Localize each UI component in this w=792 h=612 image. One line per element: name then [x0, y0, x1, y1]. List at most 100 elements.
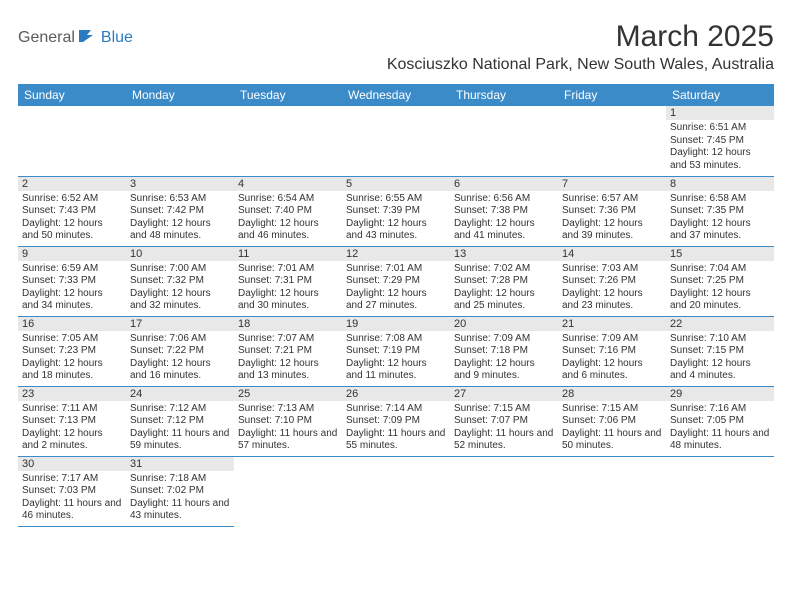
day-detail: Sunrise: 7:06 AMSunset: 7:22 PMDaylight:…: [126, 331, 234, 383]
daylight-text: Daylight: 11 hours and 59 minutes.: [130, 428, 230, 453]
daylight-text: Daylight: 12 hours and 27 minutes.: [346, 288, 446, 313]
calendar-week-row: 2Sunrise: 6:52 AMSunset: 7:43 PMDaylight…: [18, 176, 774, 246]
sunrise-text: Sunrise: 7:00 AM: [130, 263, 230, 276]
sunrise-text: Sunrise: 7:04 AM: [670, 263, 770, 276]
calendar-cell: [126, 106, 234, 176]
sunrise-text: Sunrise: 7:02 AM: [454, 263, 554, 276]
daylight-text: Daylight: 12 hours and 41 minutes.: [454, 218, 554, 243]
sunrise-text: Sunrise: 7:15 AM: [454, 403, 554, 416]
sunrise-text: Sunrise: 7:03 AM: [562, 263, 662, 276]
daylight-text: Daylight: 12 hours and 46 minutes.: [238, 218, 338, 243]
calendar-cell: 16Sunrise: 7:05 AMSunset: 7:23 PMDayligh…: [18, 316, 126, 386]
day-detail: Sunrise: 7:13 AMSunset: 7:10 PMDaylight:…: [234, 401, 342, 453]
calendar-week-row: 1 Sunrise: 6:51 AMSunset: 7:45 PMDaylight…: [18, 106, 774, 176]
daylight-text: Daylight: 11 hours and 55 minutes.: [346, 428, 446, 453]
daylight-text: Daylight: 12 hours and 39 minutes.: [562, 218, 662, 243]
calendar-cell: [450, 456, 558, 526]
daylight-text: Daylight: 11 hours and 46 minutes.: [22, 498, 122, 523]
logo-text-blue: Blue: [101, 29, 133, 47]
sunrise-text: Sunrise: 7:05 AM: [22, 333, 122, 346]
day-number: 22: [666, 317, 774, 331]
calendar-cell: 18Sunrise: 7:07 AMSunset: 7:21 PMDayligh…: [234, 316, 342, 386]
calendar-body: 1Sunrise: 6:51 AMSunset: 7:45 PMDaylight…: [18, 106, 774, 526]
calendar-cell: [450, 106, 558, 176]
calendar-cell: [558, 106, 666, 176]
sunset-text: Sunset: 7:06 PM: [562, 415, 662, 428]
daylight-text: Daylight: 12 hours and 30 minutes.: [238, 288, 338, 313]
sunset-text: Sunset: 7:21 PM: [238, 345, 338, 358]
day-number: 15: [666, 247, 774, 261]
sunrise-text: Sunrise: 7:11 AM: [22, 403, 122, 416]
daylight-text: Daylight: 11 hours and 48 minutes.: [670, 428, 770, 453]
sunrise-text: Sunrise: 7:07 AM: [238, 333, 338, 346]
day-number: 24: [126, 387, 234, 401]
day-number: 23: [18, 387, 126, 401]
day-number: 16: [18, 317, 126, 331]
sunset-text: Sunset: 7:33 PM: [22, 275, 122, 288]
daylight-text: Daylight: 12 hours and 48 minutes.: [130, 218, 230, 243]
day-number: 30: [18, 457, 126, 471]
day-number: 27: [450, 387, 558, 401]
day-number: 2: [18, 177, 126, 191]
sunrise-text: Sunrise: 6:51 AM: [670, 122, 770, 135]
daylight-text: Daylight: 11 hours and 52 minutes.: [454, 428, 554, 453]
day-detail: Sunrise: 7:15 AMSunset: 7:06 PMDaylight:…: [558, 401, 666, 453]
calendar-cell: [18, 106, 126, 176]
calendar-page: General Blue March 2025 Kosciuszko Natio…: [0, 0, 792, 547]
day-number: 1: [666, 106, 774, 120]
sunrise-text: Sunrise: 6:54 AM: [238, 193, 338, 206]
sunset-text: Sunset: 7:02 PM: [130, 485, 230, 498]
sunset-text: Sunset: 7:15 PM: [670, 345, 770, 358]
page-subtitle: Kosciuszko National Park, New South Wale…: [18, 56, 774, 74]
day-detail: Sunrise: 7:08 AMSunset: 7:19 PMDaylight:…: [342, 331, 450, 383]
page-title: March 2025: [616, 20, 774, 54]
sunset-text: Sunset: 7:12 PM: [130, 415, 230, 428]
weekday-header-row: Sunday Monday Tuesday Wednesday Thursday…: [18, 84, 774, 106]
day-number: 6: [450, 177, 558, 191]
sunrise-text: Sunrise: 7:15 AM: [562, 403, 662, 416]
day-number: 18: [234, 317, 342, 331]
daylight-text: Daylight: 12 hours and 53 minutes.: [670, 147, 770, 172]
day-detail: Sunrise: 7:04 AMSunset: 7:25 PMDaylight:…: [666, 261, 774, 313]
calendar-cell: 10Sunrise: 7:00 AMSunset: 7:32 PMDayligh…: [126, 246, 234, 316]
daylight-text: Daylight: 12 hours and 4 minutes.: [670, 358, 770, 383]
day-detail: Sunrise: 6:56 AMSunset: 7:38 PMDaylight:…: [450, 191, 558, 243]
daylight-text: Daylight: 12 hours and 32 minutes.: [130, 288, 230, 313]
weekday-header: Tuesday: [234, 84, 342, 106]
calendar-cell: 9Sunrise: 6:59 AMSunset: 7:33 PMDaylight…: [18, 246, 126, 316]
daylight-text: Daylight: 12 hours and 18 minutes.: [22, 358, 122, 383]
sunset-text: Sunset: 7:18 PM: [454, 345, 554, 358]
sunrise-text: Sunrise: 7:18 AM: [130, 473, 230, 486]
day-number: 9: [18, 247, 126, 261]
calendar-cell: 21Sunrise: 7:09 AMSunset: 7:16 PMDayligh…: [558, 316, 666, 386]
calendar-cell: 11Sunrise: 7:01 AMSunset: 7:31 PMDayligh…: [234, 246, 342, 316]
flag-icon: [79, 28, 99, 47]
logo-text-general: General: [18, 29, 75, 47]
calendar-table: Sunday Monday Tuesday Wednesday Thursday…: [18, 84, 774, 527]
sunrise-text: Sunrise: 7:10 AM: [670, 333, 770, 346]
calendar-cell: 5Sunrise: 6:55 AMSunset: 7:39 PMDaylight…: [342, 176, 450, 246]
day-number: 10: [126, 247, 234, 261]
sunset-text: Sunset: 7:10 PM: [238, 415, 338, 428]
sunset-text: Sunset: 7:40 PM: [238, 205, 338, 218]
sunset-text: Sunset: 7:28 PM: [454, 275, 554, 288]
sunset-text: Sunset: 7:45 PM: [670, 135, 770, 148]
calendar-cell: 19Sunrise: 7:08 AMSunset: 7:19 PMDayligh…: [342, 316, 450, 386]
daylight-text: Daylight: 12 hours and 43 minutes.: [346, 218, 446, 243]
daylight-text: Daylight: 11 hours and 57 minutes.: [238, 428, 338, 453]
day-number: 21: [558, 317, 666, 331]
sunrise-text: Sunrise: 7:01 AM: [346, 263, 446, 276]
sunrise-text: Sunrise: 7:08 AM: [346, 333, 446, 346]
calendar-cell: 20Sunrise: 7:09 AMSunset: 7:18 PMDayligh…: [450, 316, 558, 386]
sunset-text: Sunset: 7:42 PM: [130, 205, 230, 218]
day-detail: Sunrise: 6:55 AMSunset: 7:39 PMDaylight:…: [342, 191, 450, 243]
day-number: 14: [558, 247, 666, 261]
header-row: General Blue March 2025: [18, 20, 774, 54]
sunset-text: Sunset: 7:26 PM: [562, 275, 662, 288]
sunset-text: Sunset: 7:07 PM: [454, 415, 554, 428]
calendar-cell: 12Sunrise: 7:01 AMSunset: 7:29 PMDayligh…: [342, 246, 450, 316]
calendar-cell: 30Sunrise: 7:17 AMSunset: 7:03 PMDayligh…: [18, 456, 126, 526]
sunrise-text: Sunrise: 7:09 AM: [454, 333, 554, 346]
calendar-cell: 22 Sunrise: 7:10 AMSunset: 7:15 PMDayligh…: [666, 316, 774, 386]
sunset-text: Sunset: 7:05 PM: [670, 415, 770, 428]
